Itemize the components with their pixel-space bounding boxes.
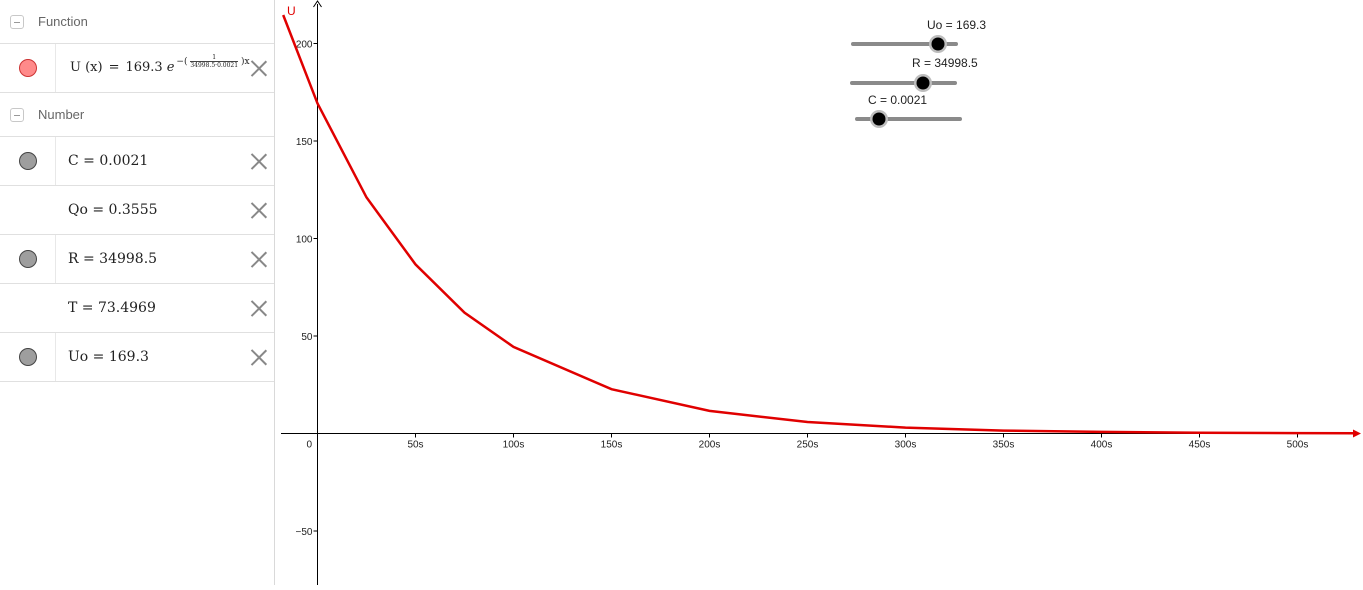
x-tick-label: 450s — [1189, 440, 1211, 451]
visibility-toggle[interactable] — [0, 235, 56, 283]
delete-icon[interactable] — [250, 299, 268, 317]
visibility-toggle — [0, 284, 56, 332]
number-row-uo[interactable]: Uo = 169.3 — [0, 333, 274, 382]
number-definition[interactable]: R = 34998.5 — [68, 251, 158, 267]
y-tick-label: −50 — [296, 527, 313, 538]
x-tick-label: 250s — [797, 440, 819, 451]
x-tick-label: 0 — [307, 440, 313, 451]
function-name: U (x) — [70, 60, 103, 75]
y-tick-label: 150 — [296, 137, 313, 148]
number-definition[interactable]: C = 0.0021 — [68, 153, 149, 169]
exponent-numerator: 1 — [212, 54, 217, 61]
slider-label: Uo = 169.3 — [927, 18, 986, 32]
number-definition[interactable]: T = 73.4969 — [68, 300, 156, 316]
collapse-icon[interactable] — [10, 14, 24, 29]
graphics-view[interactable]: U 0 50s 100s 150s 200s 250s 300s 350s 400s 450s 50… — [275, 0, 1363, 585]
euler-e: e — [166, 60, 175, 75]
slider-handle[interactable] — [931, 37, 945, 51]
number-definition[interactable]: Uo = 169.3 — [68, 349, 149, 365]
exponent: −( 1 34998.5·0.0021 )x — [176, 54, 249, 69]
slider-handle[interactable] — [916, 76, 930, 90]
delete-icon[interactable] — [250, 59, 268, 77]
function-coefficient: 169.3 — [125, 60, 163, 75]
number-row-c[interactable]: C = 0.0021 — [0, 137, 274, 186]
x-tick-label: 500s — [1287, 440, 1309, 451]
group-header-number[interactable]: Number — [0, 93, 274, 137]
function-definition[interactable]: U (x) = 169.3 e −( 1 34998.5·0.0021 )x — [70, 54, 250, 76]
slider-handle[interactable] — [872, 112, 886, 126]
visibility-toggle[interactable] — [0, 137, 56, 185]
x-tick-label: 100s — [503, 440, 525, 451]
group-label: Function — [38, 14, 88, 29]
delete-icon[interactable] — [250, 348, 268, 366]
marble-icon[interactable] — [18, 59, 37, 77]
y-axis-name: U — [287, 4, 296, 18]
collapse-icon[interactable] — [10, 107, 24, 122]
equals-sign: = — [108, 60, 120, 75]
x-tick-label: 300s — [895, 440, 917, 451]
group-header-function[interactable]: Function — [0, 0, 274, 44]
visibility-toggle — [0, 186, 56, 234]
marble-icon[interactable] — [18, 348, 37, 366]
y-axis-arrow-icon — [313, 0, 322, 8]
marble-icon[interactable] — [18, 250, 37, 268]
group-label: Number — [38, 107, 85, 122]
number-definition[interactable]: Qo = 0.3555 — [68, 202, 158, 218]
exponent-prefix: −( — [176, 57, 188, 67]
delete-icon[interactable] — [250, 250, 268, 268]
visibility-toggle[interactable] — [0, 44, 56, 92]
number-row-r[interactable]: R = 34998.5 — [0, 235, 274, 284]
x-tick-label: 200s — [699, 440, 721, 451]
slider[interactable]: R = 34998.5 — [850, 56, 978, 92]
x-tick-label: 350s — [993, 440, 1015, 451]
graph-canvas[interactable]: U 0 50s 100s 150s 200s 250s 300s 350s 400s 450s 50… — [275, 0, 1363, 585]
x-tick-label: 50s — [407, 440, 423, 451]
x-tick-label: 400s — [1091, 440, 1113, 451]
visibility-toggle[interactable] — [0, 333, 56, 381]
exponent-denominator: 34998.5·0.0021 — [190, 61, 239, 69]
delete-icon[interactable] — [250, 201, 268, 219]
y-tick-label: 100 — [296, 235, 313, 246]
x-axis-arrow-icon — [1353, 429, 1361, 438]
slider-label: R = 34998.5 — [912, 56, 978, 70]
marble-icon[interactable] — [18, 152, 37, 170]
slider-label: C = 0.0021 — [868, 93, 927, 107]
x-tick-label: 150s — [601, 440, 623, 451]
function-curve[interactable] — [282, 14, 1357, 435]
y-tick-label: 50 — [301, 332, 313, 343]
slider[interactable]: C = 0.0021 — [855, 93, 962, 128]
y-tick-label: 200 — [296, 40, 313, 51]
algebra-view: Function U (x) = 169.3 e −( 1 34998.5·0.… — [0, 0, 275, 585]
slider[interactable]: Uo = 169.3 — [851, 18, 986, 53]
exponent-suffix: )x — [240, 57, 250, 67]
number-row-qo[interactable]: Qo = 0.3555 — [0, 186, 274, 235]
delete-icon[interactable] — [250, 152, 268, 170]
number-row-t[interactable]: T = 73.4969 — [0, 284, 274, 333]
function-row[interactable]: U (x) = 169.3 e −( 1 34998.5·0.0021 )x — [0, 44, 274, 93]
